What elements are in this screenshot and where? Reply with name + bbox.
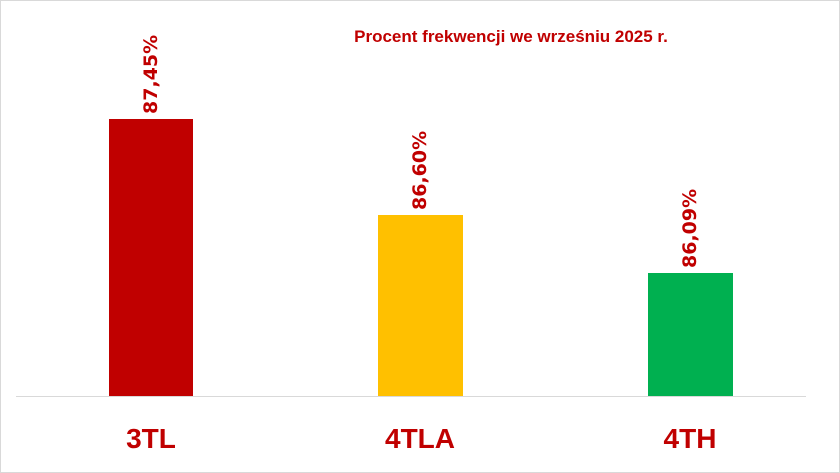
value-label-3tl: 87,45% bbox=[140, 34, 162, 114]
chart-title: Procent frekwencji we wrześniu 2025 r. bbox=[354, 27, 668, 46]
value-label-4tla: 86,60% bbox=[409, 130, 431, 210]
x-axis-baseline bbox=[16, 396, 806, 397]
category-label-3tl: 3TL bbox=[126, 423, 176, 454]
bar-3tl bbox=[109, 119, 193, 396]
value-label-4th: 86,09% bbox=[679, 188, 701, 268]
category-label-4th: 4TH bbox=[663, 423, 717, 454]
bar-4tla bbox=[378, 215, 463, 396]
bar-4th bbox=[648, 273, 733, 396]
category-label-4tla: 4TLA bbox=[385, 423, 455, 454]
